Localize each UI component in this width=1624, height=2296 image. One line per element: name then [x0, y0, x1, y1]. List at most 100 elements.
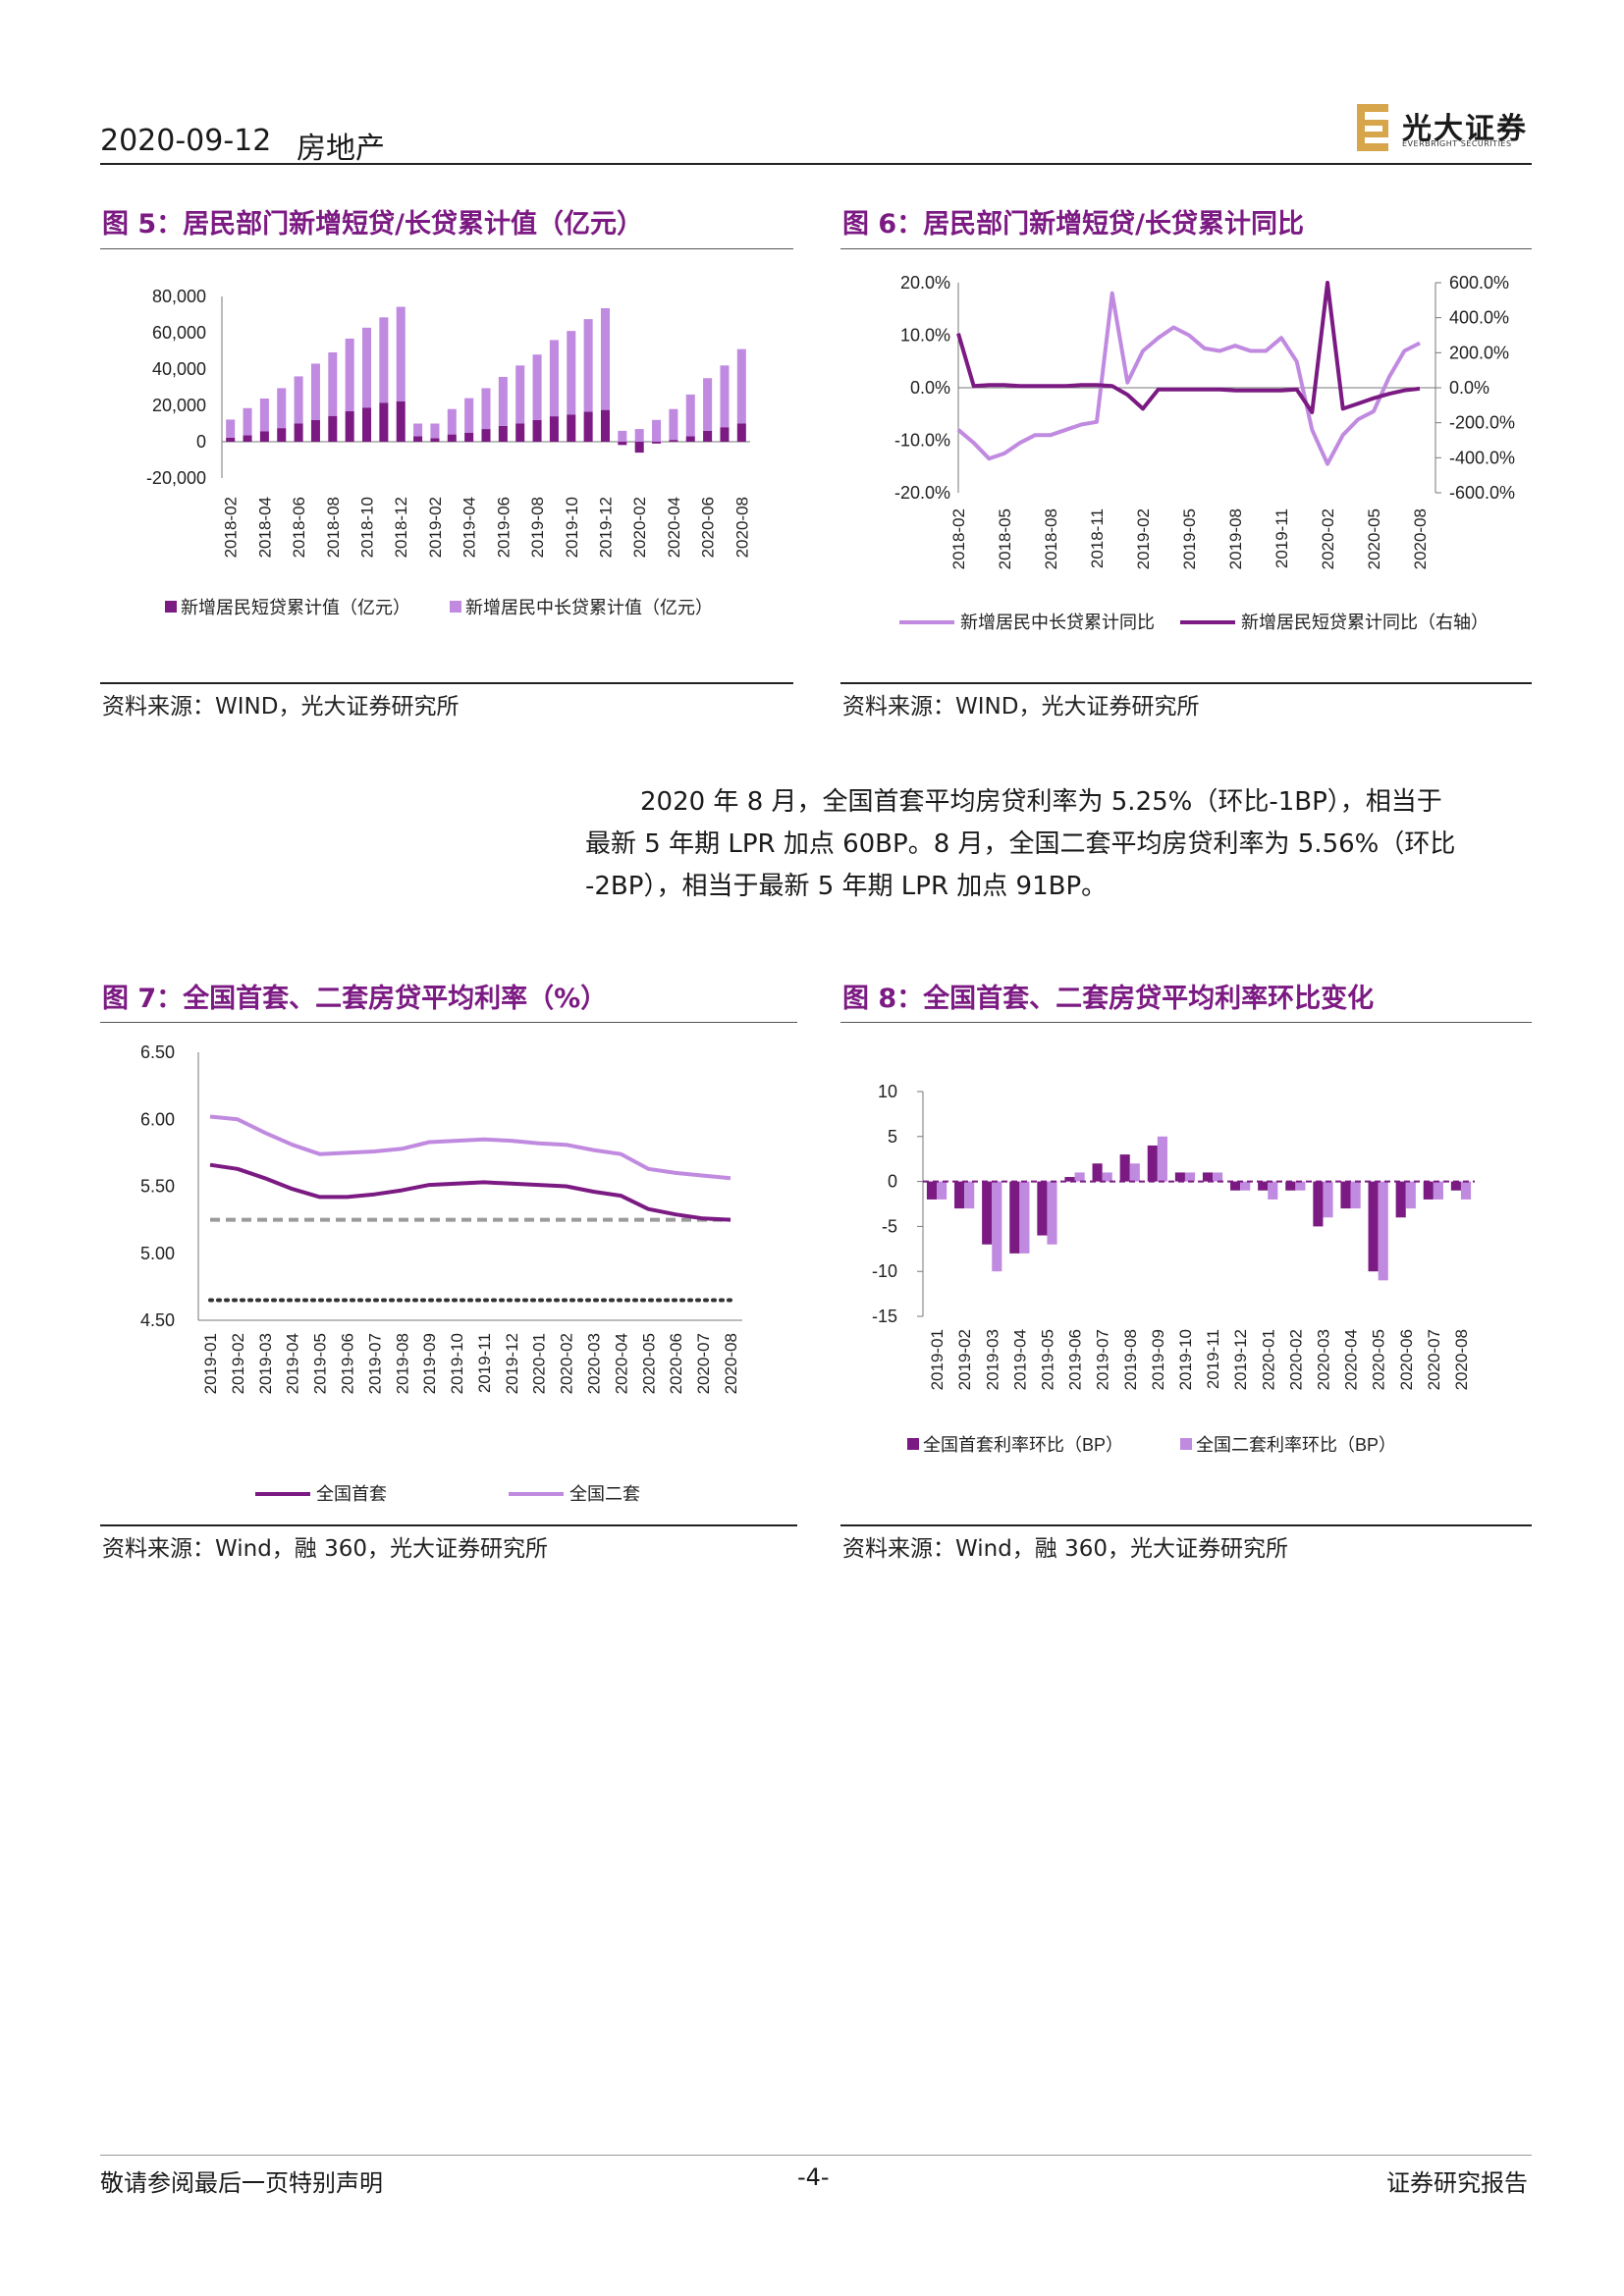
x-tick-label: 2019-05: [1038, 1329, 1056, 1390]
x-tick-label: 2020-02: [558, 1333, 576, 1394]
left-tick-label: 20.0%: [900, 273, 950, 293]
short-loan-bar: [567, 414, 576, 442]
second-home-bar: [1460, 1181, 1472, 1200]
short-loan-bar: [532, 419, 542, 442]
first-home-rate-line: [209, 1162, 731, 1222]
short-loan-yoy-line: [956, 281, 1421, 414]
long-loan-yoy-line: [956, 291, 1421, 466]
legend-first-home-label: 全国首套: [316, 1484, 387, 1504]
short-loan-bar: [549, 416, 559, 442]
first-home-bar: [926, 1181, 938, 1200]
first-home-bar: [1313, 1181, 1324, 1227]
second-home-bar: [1323, 1181, 1333, 1218]
x-tick-label: 2018-04: [255, 497, 274, 558]
second-home-bar: [937, 1181, 947, 1200]
x-tick-label: 2019-12: [1231, 1329, 1250, 1390]
body-paragraph: 2020 年 8 月，全国首套平均房贷利率为 5.25%（环比-1BP），相当于…: [585, 781, 1530, 908]
first-home-bar: [1174, 1172, 1185, 1182]
second-home-bar: [1047, 1181, 1057, 1245]
short-loan-bar: [720, 427, 730, 442]
x-tick-label: 2020-02: [1319, 508, 1337, 569]
second-home-bar: [1350, 1181, 1361, 1209]
y-tick-label: 0: [196, 432, 206, 452]
x-tick-label: 2019-10: [1176, 1329, 1195, 1390]
x-tick-label: 2019-03: [256, 1333, 275, 1394]
x-tick-label: 2020-05: [1365, 508, 1383, 569]
long-loan-bar: [294, 376, 303, 424]
fig7-chart: 6.50 6.00 5.50 5.00 4.50 2019-01 2019-02 2019-0…: [140, 1042, 742, 1504]
short-loan-bar: [652, 442, 662, 444]
long-loan-bar: [243, 407, 252, 436]
x-tick-label: 2019-02: [955, 1329, 974, 1390]
x-tick-label: 2019-04: [460, 497, 479, 558]
x-tick-label: 2019-06: [1066, 1329, 1085, 1390]
second-home-bar: [1184, 1172, 1196, 1182]
x-tick-label: 2020-06: [1397, 1329, 1416, 1390]
x-tick-label: 2020-03: [1314, 1329, 1332, 1390]
x-tick-label: 2019-05: [1180, 508, 1199, 569]
second-home-bar: [1378, 1181, 1388, 1281]
short-loan-bar: [634, 442, 644, 454]
first-home-bar: [1368, 1181, 1379, 1272]
second-home-bar: [1240, 1181, 1251, 1191]
short-loan-bar: [243, 435, 252, 442]
first-home-bar: [1258, 1181, 1269, 1191]
long-loan-bar: [328, 351, 338, 416]
long-loan-bar: [310, 363, 320, 420]
short-loan-bar: [379, 402, 389, 442]
x-tick-label: 2019-05: [311, 1333, 330, 1394]
right-tick-label: -200.0%: [1449, 413, 1515, 433]
x-tick-label: 2020-04: [665, 497, 683, 558]
x-tick-label: 2019-02: [1134, 508, 1153, 569]
first-home-bar: [1230, 1181, 1241, 1191]
second-home-bar: [1074, 1172, 1085, 1182]
first-home-bar: [1285, 1181, 1296, 1191]
long-loan-bar: [345, 338, 354, 411]
paragraph-line: -2BP），相当于最新 5 年期 LPR 加点 91BP。: [585, 872, 1108, 901]
x-tick-label: 2020-06: [667, 1333, 685, 1394]
fig5-title-rule: [100, 248, 793, 249]
short-loan-bar: [345, 410, 354, 442]
header-rule: [100, 163, 1532, 165]
fig5-bottom-rule: [100, 682, 793, 684]
x-tick-label: 2019-04: [1010, 1329, 1029, 1390]
y-tick-label: -10: [872, 1261, 897, 1281]
fig7-bottom-rule: [100, 1524, 797, 1526]
right-tick-label: 600.0%: [1449, 273, 1509, 293]
short-loan-bar: [294, 423, 303, 442]
y-tick-label: 0: [888, 1172, 897, 1192]
x-tick-label: 2020-05: [639, 1333, 658, 1394]
legend-first-home-label: 全国首套利率环比（BP）: [923, 1435, 1123, 1455]
short-loan-bar: [515, 423, 525, 442]
x-tick-label: 2018-06: [290, 497, 308, 558]
legend-short-yoy-label: 新增居民短贷累计同比（右轴）: [1241, 613, 1489, 632]
x-tick-label: 2020-07: [1425, 1329, 1443, 1390]
second-home-bar: [1295, 1181, 1306, 1191]
legend-second-home-label: 全国二套: [569, 1484, 640, 1504]
fig6-source: 资料来源：WIND，光大证券研究所: [842, 694, 1200, 720]
short-loan-bar: [447, 434, 457, 442]
long-loan-bar: [652, 419, 662, 442]
first-home-bar: [1450, 1181, 1461, 1191]
x-tick-label: 2020-02: [630, 497, 649, 558]
legend-second-home-swatch: [1180, 1438, 1192, 1450]
x-tick-label: 2018-08: [1042, 508, 1060, 569]
long-loan-bar: [634, 429, 644, 442]
paragraph-line: 最新 5 年期 LPR 加点 60BP。8 月，全国二套平均房贷利率为 5.56…: [585, 829, 1456, 859]
x-tick-label: 2020-08: [1452, 1329, 1471, 1390]
long-loan-bar: [413, 423, 423, 437]
long-loan-bar: [583, 319, 593, 412]
x-tick-label: 2018-05: [996, 508, 1014, 569]
x-tick-label: 2019-01: [928, 1329, 947, 1390]
fig8-source: 资料来源：Wind，融 360，光大证券研究所: [842, 1536, 1289, 1562]
second-home-bar: [1213, 1172, 1223, 1182]
long-loan-bar: [396, 306, 406, 401]
long-loan-bar: [703, 378, 713, 431]
legend-second-home-label: 全国二套利率环比（BP）: [1196, 1435, 1396, 1455]
second-home-bar: [992, 1181, 1002, 1272]
x-tick-label: 2019-08: [1226, 508, 1245, 569]
fig6-chart: 20.0% 10.0% 0.0% -10.0% -20.0% 600.0% 400.0% 20…: [894, 273, 1515, 632]
x-tick-label: 2019-11: [1204, 1329, 1222, 1389]
x-tick-label: 2019-07: [1094, 1329, 1112, 1390]
second-home-bar: [1157, 1136, 1167, 1182]
